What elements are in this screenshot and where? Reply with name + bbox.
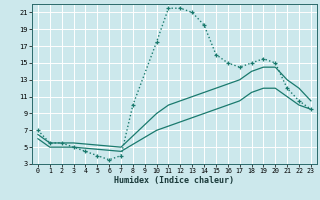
X-axis label: Humidex (Indice chaleur): Humidex (Indice chaleur) [115, 176, 234, 185]
